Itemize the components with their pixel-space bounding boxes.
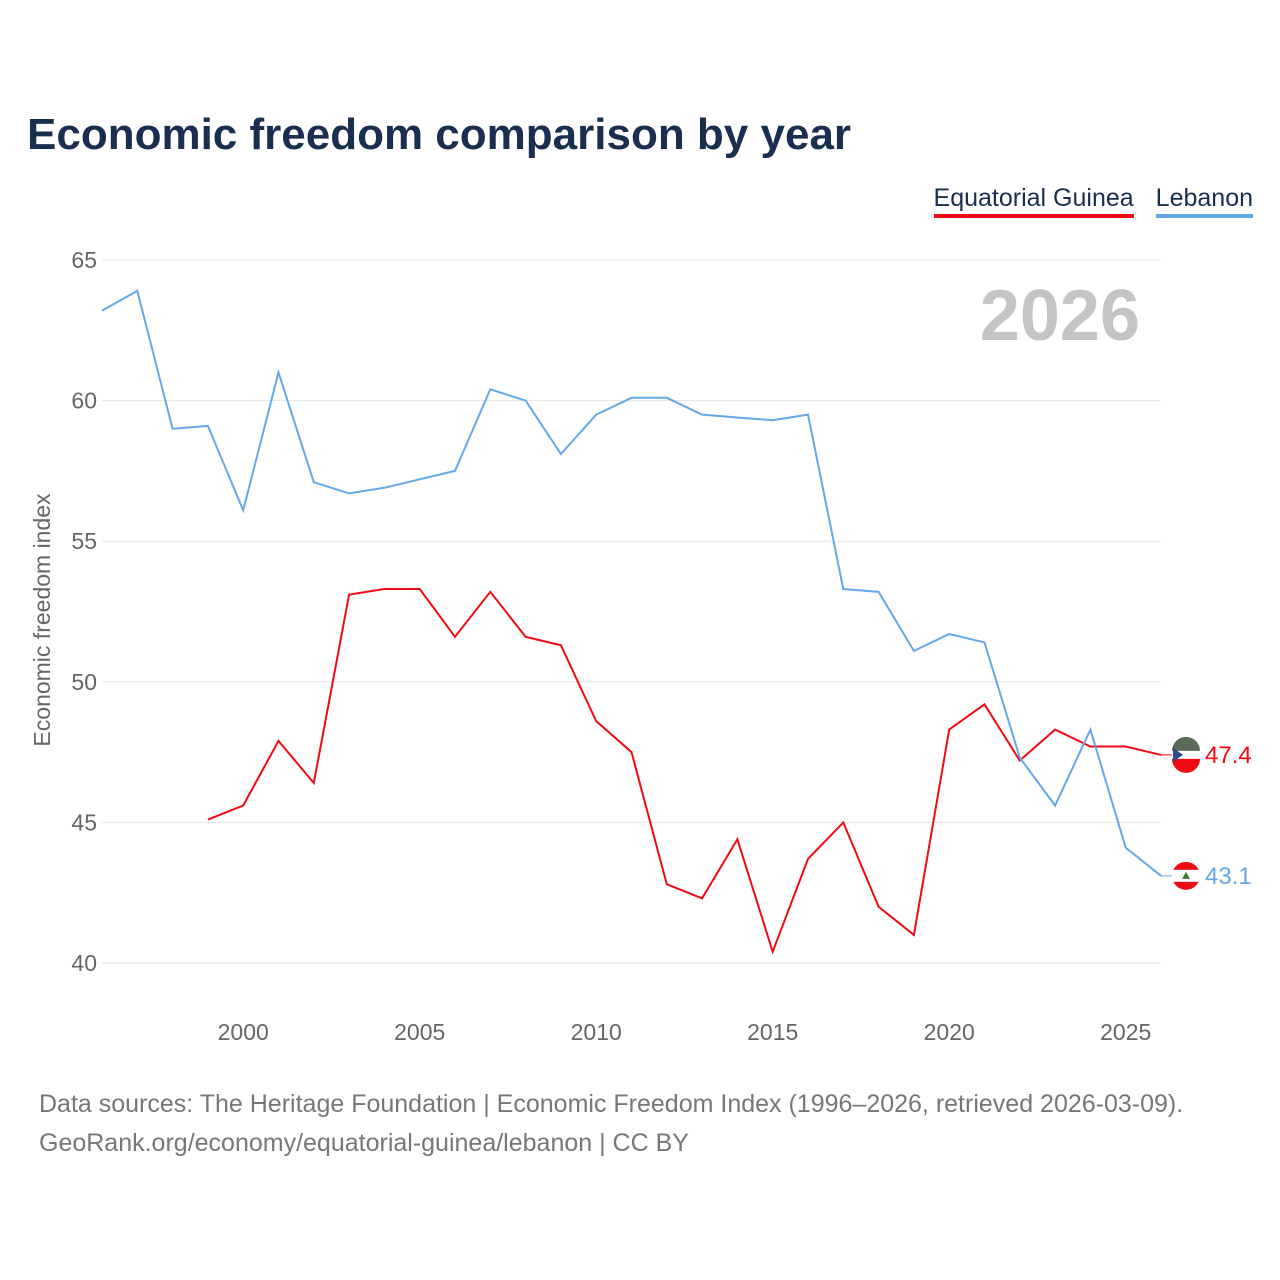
x-tick-label: 2010: [571, 1019, 622, 1045]
flag-triangle: [1173, 747, 1183, 762]
legend-item-lebanon[interactable]: Lebanon: [1155, 184, 1253, 218]
y-tick-label: 55: [71, 528, 97, 554]
footer: Data sources: The Heritage Foundation | …: [39, 1085, 1183, 1163]
x-tick-label: 2005: [394, 1019, 445, 1045]
series-line-lebanon: [101, 289, 1162, 877]
y-tick-label: 45: [71, 809, 97, 835]
source-text: Data sources: The Heritage Foundation | …: [39, 1090, 1184, 1118]
x-tick-label: 2025: [1100, 1019, 1151, 1045]
equatorial-guinea-flag-icon: [1172, 736, 1200, 773]
flag-stripe-green: [1172, 736, 1200, 751]
x-tick-label: 2015: [747, 1019, 798, 1045]
y-axis-label: Economic freedom index: [29, 493, 55, 747]
chart-title: Economic freedom comparison by year: [27, 110, 852, 159]
flag-cedar: [1182, 871, 1190, 879]
end-value-label: 47.4: [1205, 742, 1252, 769]
y-tick-label: 60: [71, 388, 97, 414]
legend-item-equatorial-guinea[interactable]: Equatorial Guinea: [933, 184, 1134, 218]
source-link[interactable]: GeoRank.org/economy/equatorial-guinea/le…: [39, 1129, 689, 1157]
flag-stripe-red: [1172, 758, 1200, 773]
x-tick-label: 2020: [924, 1019, 975, 1045]
legend: Equatorial Guinea Lebanon: [933, 184, 1253, 218]
year-watermark: 2026: [980, 276, 1140, 356]
end-value-label: 43.1: [1205, 863, 1252, 890]
lebanon-flag-icon: [1172, 861, 1200, 890]
y-tick-label: 40: [71, 950, 97, 976]
y-tick-label: 50: [71, 669, 97, 695]
y-tick-label: 65: [71, 247, 97, 273]
series-line-equatorial-guinea: [207, 588, 1162, 955]
x-tick-label: 2000: [218, 1019, 269, 1045]
